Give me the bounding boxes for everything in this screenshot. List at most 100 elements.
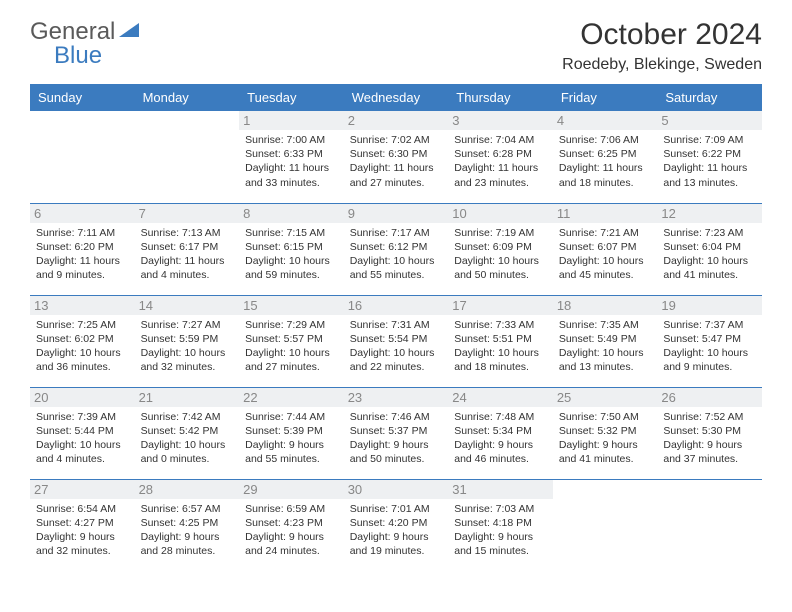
calendar-cell: 18 Sunrise: 7:35 AMSunset: 5:49 PMDayligh… — [553, 295, 658, 387]
day-number: 10 — [448, 204, 553, 223]
day-number: 2 — [344, 111, 449, 130]
day-details: Sunrise: 7:11 AMSunset: 6:20 PMDaylight:… — [36, 226, 129, 283]
day-details: Sunrise: 7:33 AMSunset: 5:51 PMDaylight:… — [454, 318, 547, 375]
day-details: Sunrise: 7:48 AMSunset: 5:34 PMDaylight:… — [454, 410, 547, 467]
day-details: Sunrise: 7:50 AMSunset: 5:32 PMDaylight:… — [559, 410, 652, 467]
calendar-cell: 20 Sunrise: 7:39 AMSunset: 5:44 PMDayligh… — [30, 387, 135, 479]
calendar-row: 6 Sunrise: 7:11 AMSunset: 6:20 PMDaylight… — [30, 203, 762, 295]
day-details: Sunrise: 7:09 AMSunset: 6:22 PMDaylight:… — [663, 133, 756, 190]
day-details: Sunrise: 6:54 AMSunset: 4:27 PMDaylight:… — [36, 502, 129, 559]
calendar-cell: . — [30, 111, 135, 203]
logo-text-2: Blue — [54, 42, 102, 70]
day-details: Sunrise: 7:06 AMSunset: 6:25 PMDaylight:… — [559, 133, 652, 190]
day-number: 4 — [553, 111, 658, 130]
header: General Blue October 2024 Roedeby, Bleki… — [0, 0, 792, 84]
calendar-cell: . — [657, 479, 762, 571]
day-details: Sunrise: 6:59 AMSunset: 4:23 PMDaylight:… — [245, 502, 338, 559]
day-details: Sunrise: 7:31 AMSunset: 5:54 PMDaylight:… — [350, 318, 443, 375]
calendar-cell: 12Sunrise: 7:23 AMSunset: 6:04 PMDayligh… — [657, 203, 762, 295]
day-details: Sunrise: 7:27 AMSunset: 5:59 PMDaylight:… — [141, 318, 234, 375]
day-number: 9 — [344, 204, 449, 223]
calendar-cell: 17 Sunrise: 7:33 AMSunset: 5:51 PMDayligh… — [448, 295, 553, 387]
day-details: Sunrise: 7:03 AMSunset: 4:18 PMDaylight:… — [454, 502, 547, 559]
calendar-cell: 6 Sunrise: 7:11 AMSunset: 6:20 PMDaylight… — [30, 203, 135, 295]
calendar-table: SundayMondayTuesdayWednesdayThursdayFrid… — [30, 84, 762, 571]
day-number: 22 — [239, 388, 344, 407]
calendar-cell: 15 Sunrise: 7:29 AMSunset: 5:57 PMDayligh… — [239, 295, 344, 387]
calendar-cell: 21 Sunrise: 7:42 AMSunset: 5:42 PMDayligh… — [135, 387, 240, 479]
day-header: Thursday — [448, 84, 553, 111]
day-details: Sunrise: 7:39 AMSunset: 5:44 PMDaylight:… — [36, 410, 129, 467]
day-header: Tuesday — [239, 84, 344, 111]
day-number: 6 — [30, 204, 135, 223]
day-details: Sunrise: 7:25 AMSunset: 6:02 PMDaylight:… — [36, 318, 129, 375]
day-details: Sunrise: 7:15 AMSunset: 6:15 PMDaylight:… — [245, 226, 338, 283]
day-number: 25 — [553, 388, 658, 407]
day-number: 16 — [344, 296, 449, 315]
location: Roedeby, Blekinge, Sweden — [562, 56, 762, 74]
calendar-cell: 8 Sunrise: 7:15 AMSunset: 6:15 PMDaylight… — [239, 203, 344, 295]
day-number: 15 — [239, 296, 344, 315]
calendar-cell: . — [553, 479, 658, 571]
day-details: Sunrise: 7:21 AMSunset: 6:07 PMDaylight:… — [559, 226, 652, 283]
day-details: Sunrise: 6:57 AMSunset: 4:25 PMDaylight:… — [141, 502, 234, 559]
day-number: 19 — [657, 296, 762, 315]
calendar-cell: 19 Sunrise: 7:37 AMSunset: 5:47 PMDayligh… — [657, 295, 762, 387]
calendar-row: 27Sunrise: 6:54 AMSunset: 4:27 PMDayligh… — [30, 479, 762, 571]
day-number: 31 — [448, 480, 553, 499]
calendar-cell: 24 Sunrise: 7:48 AMSunset: 5:34 PMDayligh… — [448, 387, 553, 479]
day-number: 3 — [448, 111, 553, 130]
day-details: Sunrise: 7:35 AMSunset: 5:49 PMDaylight:… — [559, 318, 652, 375]
day-header: Sunday — [30, 84, 135, 111]
calendar-body: ..1Sunrise: 7:00 AMSunset: 6:33 PMDaylig… — [30, 111, 762, 571]
day-number: 21 — [135, 388, 240, 407]
day-number: 18 — [553, 296, 658, 315]
day-details: Sunrise: 7:46 AMSunset: 5:37 PMDaylight:… — [350, 410, 443, 467]
day-number: 30 — [344, 480, 449, 499]
day-header: Friday — [553, 84, 658, 111]
calendar-cell: 28Sunrise: 6:57 AMSunset: 4:25 PMDayligh… — [135, 479, 240, 571]
day-number: 20 — [30, 388, 135, 407]
logo-triangle-icon — [119, 21, 141, 44]
day-number: 8 — [239, 204, 344, 223]
day-number: 1 — [239, 111, 344, 130]
calendar-cell: 23 Sunrise: 7:46 AMSunset: 5:37 PMDayligh… — [344, 387, 449, 479]
calendar-cell: 29 Sunrise: 6:59 AMSunset: 4:23 PMDayligh… — [239, 479, 344, 571]
day-number: 26 — [657, 388, 762, 407]
day-details: Sunrise: 7:44 AMSunset: 5:39 PMDaylight:… — [245, 410, 338, 467]
day-number: 14 — [135, 296, 240, 315]
calendar-cell: 22 Sunrise: 7:44 AMSunset: 5:39 PMDayligh… — [239, 387, 344, 479]
calendar-cell: . — [135, 111, 240, 203]
calendar-head: SundayMondayTuesdayWednesdayThursdayFrid… — [30, 84, 762, 111]
calendar-cell: 30Sunrise: 7:01 AMSunset: 4:20 PMDayligh… — [344, 479, 449, 571]
day-details: Sunrise: 7:02 AMSunset: 6:30 PMDaylight:… — [350, 133, 443, 190]
day-details: Sunrise: 7:19 AMSunset: 6:09 PMDaylight:… — [454, 226, 547, 283]
day-details: Sunrise: 7:17 AMSunset: 6:12 PMDaylight:… — [350, 226, 443, 283]
title-block: October 2024 Roedeby, Blekinge, Sweden — [562, 18, 762, 74]
calendar-cell: 10 Sunrise: 7:19 AMSunset: 6:09 PMDayligh… — [448, 203, 553, 295]
day-header: Monday — [135, 84, 240, 111]
day-details: Sunrise: 7:29 AMSunset: 5:57 PMDaylight:… — [245, 318, 338, 375]
day-number: 13 — [30, 296, 135, 315]
calendar-cell: 2 Sunrise: 7:02 AMSunset: 6:30 PMDaylight… — [344, 111, 449, 203]
calendar-cell: 25 Sunrise: 7:50 AMSunset: 5:32 PMDayligh… — [553, 387, 658, 479]
day-details: Sunrise: 7:37 AMSunset: 5:47 PMDaylight:… — [663, 318, 756, 375]
day-number: 23 — [344, 388, 449, 407]
calendar-cell: 13 Sunrise: 7:25 AMSunset: 6:02 PMDayligh… — [30, 295, 135, 387]
day-number: 11 — [553, 204, 658, 223]
day-number: 12 — [657, 204, 762, 223]
calendar-cell: 27Sunrise: 6:54 AMSunset: 4:27 PMDayligh… — [30, 479, 135, 571]
calendar-cell: 9 Sunrise: 7:17 AMSunset: 6:12 PMDaylight… — [344, 203, 449, 295]
day-details: Sunrise: 7:04 AMSunset: 6:28 PMDaylight:… — [454, 133, 547, 190]
day-header: Wednesday — [344, 84, 449, 111]
calendar-row: 20 Sunrise: 7:39 AMSunset: 5:44 PMDayligh… — [30, 387, 762, 479]
day-number: 17 — [448, 296, 553, 315]
day-details: Sunrise: 7:42 AMSunset: 5:42 PMDaylight:… — [141, 410, 234, 467]
day-number: 29 — [239, 480, 344, 499]
calendar-cell: 3 Sunrise: 7:04 AMSunset: 6:28 PMDaylight… — [448, 111, 553, 203]
month-title: October 2024 — [562, 18, 762, 52]
day-number: 24 — [448, 388, 553, 407]
day-header: Saturday — [657, 84, 762, 111]
day-number: 5 — [657, 111, 762, 130]
day-details: Sunrise: 7:13 AMSunset: 6:17 PMDaylight:… — [141, 226, 234, 283]
